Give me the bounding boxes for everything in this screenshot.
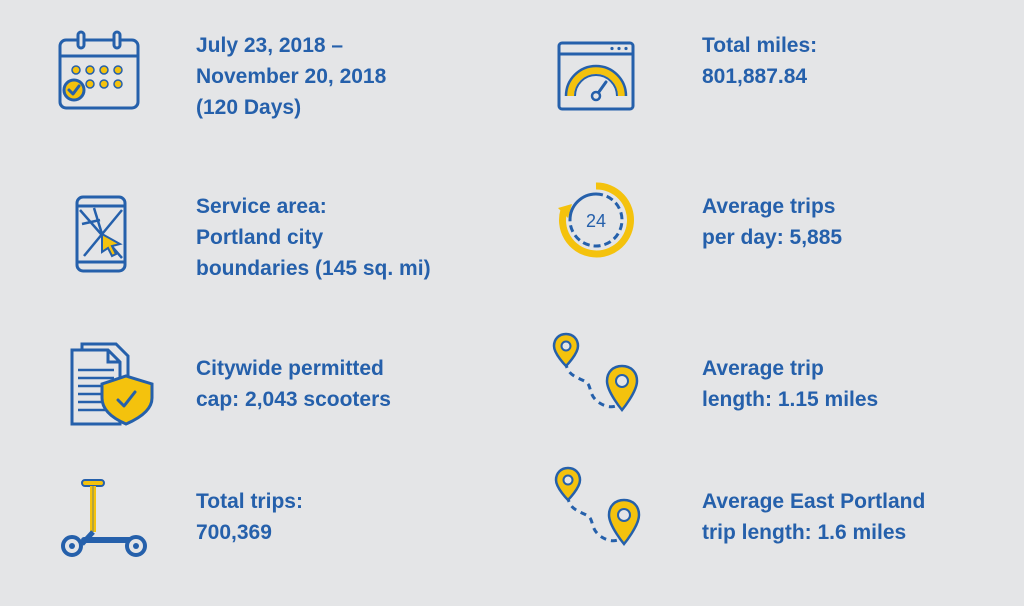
route-pins-icon [552, 332, 642, 414]
total-trips-stat: Total trips: 700,369 [196, 486, 303, 548]
avg-east-portland-length-line-1: Average East Portland [702, 490, 926, 513]
calendar-check-icon [56, 30, 142, 112]
permitted-cap-line-2: cap: 2,043 scooters [196, 388, 391, 411]
service-area-line-3: boundaries (145 sq. mi) [196, 257, 431, 280]
phone-map-icon [74, 194, 128, 274]
avg-east-portland-length-line-2: trip length: 1.6 miles [702, 521, 907, 544]
avg-trips-per-day-line-1: Average trips [702, 195, 836, 218]
dates-line-2: November 20, 2018 [196, 65, 387, 88]
total-trips-line-2: 700,369 [196, 521, 272, 544]
avg-trip-length-stat: Average trip length: 1.15 miles [702, 353, 878, 415]
scooter-icon [58, 478, 150, 558]
dates-line-1: July 23, 2018 – [196, 34, 344, 57]
avg-trips-per-day-stat: Average trips per day: 5,885 [702, 191, 842, 253]
service-area-line-2: Portland city [196, 226, 324, 249]
permit-document-shield-icon [68, 340, 160, 426]
total-miles-stat: Total miles: 801,887.84 [702, 30, 817, 92]
avg-trip-length-line-2: length: 1.15 miles [702, 388, 879, 411]
speedometer-window-icon [556, 40, 636, 112]
svg-text:24: 24 [586, 211, 606, 231]
avg-trips-per-day-line-2: per day: 5,885 [702, 226, 843, 249]
total-trips-line-1: Total trips: [196, 490, 303, 513]
total-miles-line-2: 801,887.84 [702, 65, 808, 88]
service-area-stat: Service area: Portland city boundaries (… [196, 191, 431, 284]
avg-east-portland-length-stat: Average East Portland trip length: 1.6 m… [702, 486, 925, 548]
service-area-line-1: Service area: [196, 195, 327, 218]
clock-24-icon: 24 [556, 180, 636, 260]
dates-stat: July 23, 2018 – November 20, 2018 (120 D… [196, 30, 386, 123]
total-miles-line-1: Total miles: [702, 34, 818, 57]
route-pins-icon [554, 466, 644, 548]
permitted-cap-stat: Citywide permitted cap: 2,043 scooters [196, 353, 391, 415]
avg-trip-length-line-1: Average trip [702, 357, 824, 380]
dates-line-3: (120 Days) [196, 96, 302, 119]
permitted-cap-line-1: Citywide permitted [196, 357, 384, 380]
